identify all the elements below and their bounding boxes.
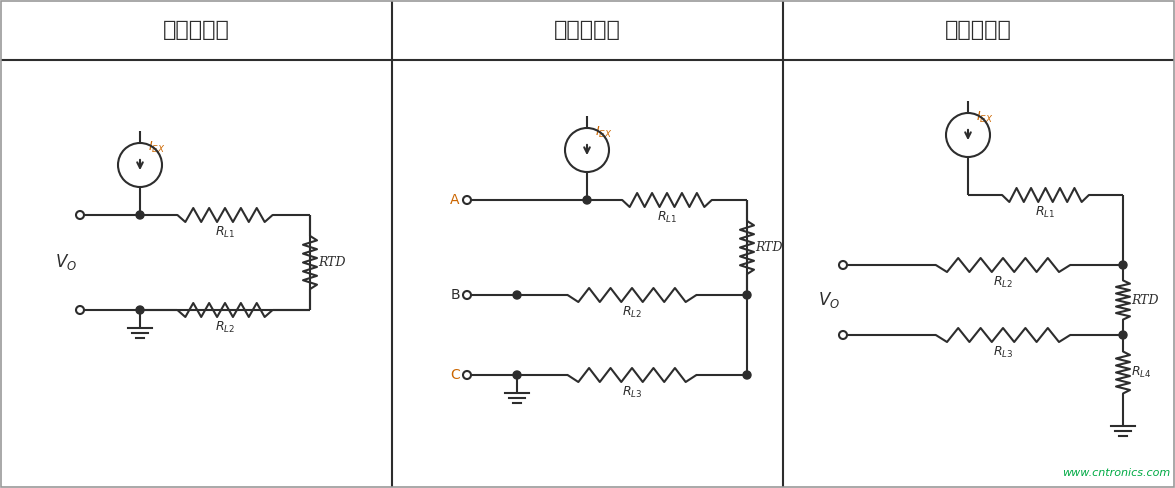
Circle shape: [1119, 331, 1127, 339]
Text: RTD: RTD: [1132, 293, 1159, 306]
Circle shape: [136, 211, 145, 219]
Text: $R_{L3}$: $R_{L3}$: [993, 345, 1013, 360]
Text: $R_{L2}$: $R_{L2}$: [622, 305, 642, 320]
Text: $V_O$: $V_O$: [818, 290, 840, 310]
Text: $R_{L2}$: $R_{L2}$: [993, 275, 1013, 290]
Text: 四线制接法: 四线制接法: [945, 20, 1012, 40]
Text: $R_{L4}$: $R_{L4}$: [1132, 365, 1151, 380]
Text: www.cntronics.com: www.cntronics.com: [1062, 468, 1170, 478]
Text: 三线制接法: 三线制接法: [553, 20, 620, 40]
Text: $R_{L2}$: $R_{L2}$: [215, 320, 235, 335]
Circle shape: [743, 371, 751, 379]
Text: B: B: [450, 288, 459, 302]
Text: $R_{L1}$: $R_{L1}$: [1035, 205, 1055, 220]
Text: $R_{L1}$: $R_{L1}$: [215, 225, 235, 240]
Text: RTD: RTD: [318, 256, 345, 269]
Circle shape: [513, 371, 521, 379]
Text: $I_{EX}$: $I_{EX}$: [595, 125, 612, 140]
Text: $V_O$: $V_O$: [55, 252, 78, 272]
Circle shape: [136, 306, 145, 314]
Text: RTD: RTD: [756, 241, 783, 254]
Text: $R_{L1}$: $R_{L1}$: [657, 210, 677, 225]
Text: C: C: [450, 368, 459, 382]
Circle shape: [513, 291, 521, 299]
Circle shape: [1119, 261, 1127, 269]
Text: 两线制接法: 两线制接法: [162, 20, 229, 40]
Text: $I_{EX}$: $I_{EX}$: [976, 110, 993, 125]
Circle shape: [583, 196, 591, 204]
Circle shape: [743, 291, 751, 299]
Text: A: A: [450, 193, 459, 207]
Text: $I_{EX}$: $I_{EX}$: [148, 140, 166, 155]
Text: $R_{L3}$: $R_{L3}$: [622, 385, 643, 400]
